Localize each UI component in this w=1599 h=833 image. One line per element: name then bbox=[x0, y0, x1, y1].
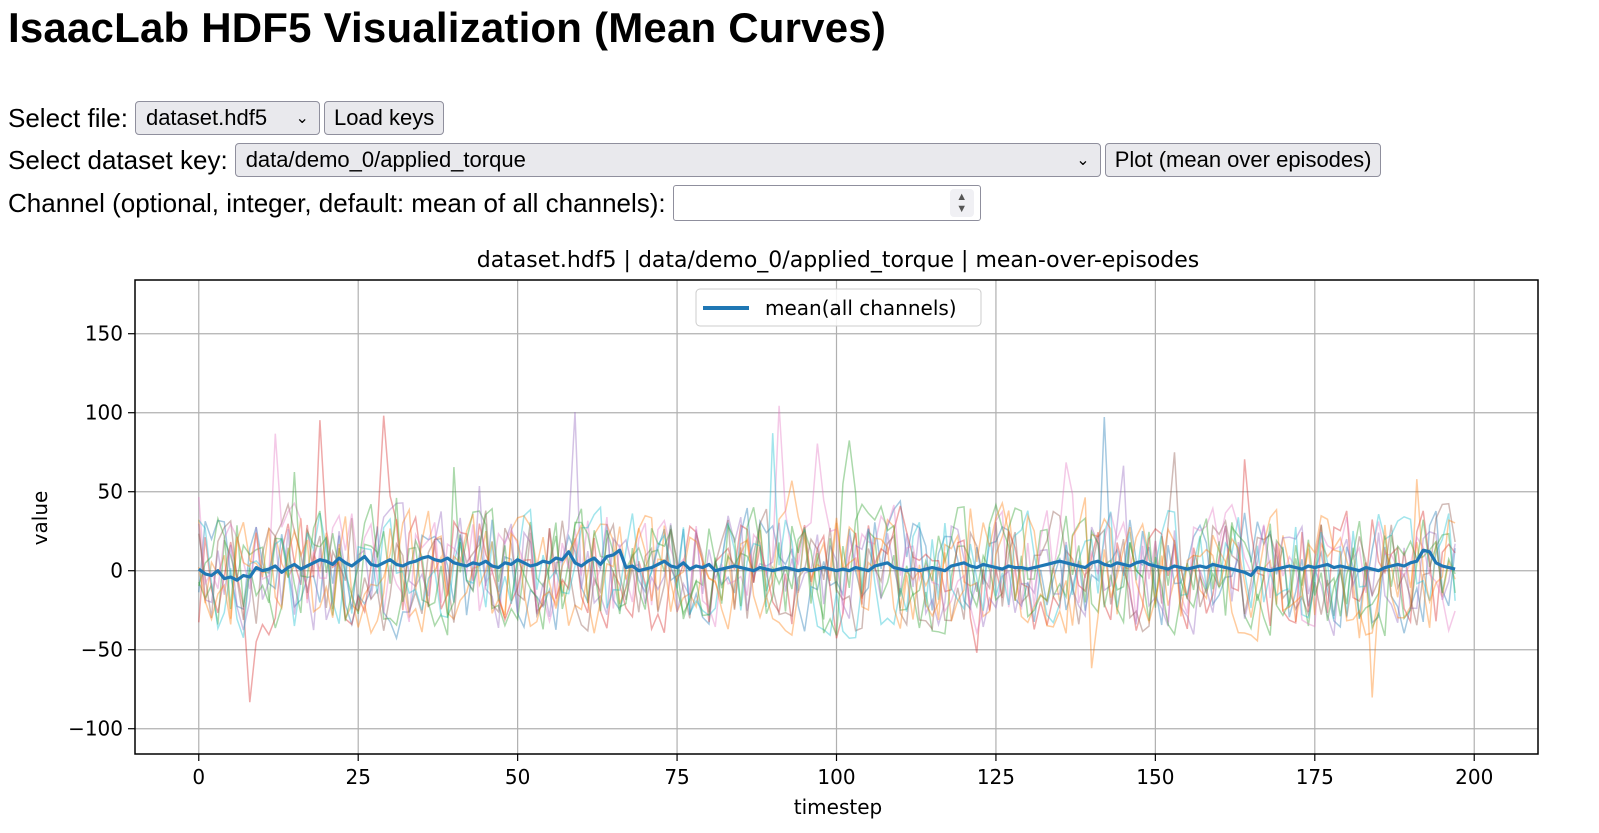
channel-label: Channel (optional, integer, default: mea… bbox=[8, 187, 666, 218]
spinner-arrows-icon[interactable]: ▲ ▼ bbox=[949, 189, 974, 217]
y-tick-label: 50 bbox=[98, 480, 123, 504]
file-row: Select file: dataset.hdf5 ⌄ Load keys bbox=[8, 101, 445, 135]
mean-line bbox=[197, 548, 1456, 582]
x-tick-label: 50 bbox=[505, 765, 530, 789]
x-tick-label: 125 bbox=[977, 765, 1015, 789]
y-tick-label: 150 bbox=[85, 322, 123, 346]
episode-curve bbox=[198, 415, 1456, 703]
file-label: Select file: bbox=[8, 102, 128, 133]
y-axis-label: value bbox=[28, 491, 52, 546]
episode-curve bbox=[198, 412, 1456, 636]
axis-ticks: 0 25 50 75 100 125 150 175 200 −100 −50 0 50 100 150 bbox=[68, 322, 1493, 789]
y-tick-label: 0 bbox=[110, 559, 123, 583]
file-select-value: dataset.hdf5 bbox=[145, 105, 268, 130]
episode-curve bbox=[198, 433, 1456, 639]
legend-label: mean(all channels) bbox=[765, 296, 957, 320]
channel-row: Channel (optional, integer, default: mea… bbox=[8, 185, 981, 221]
x-tick-label: 0 bbox=[192, 765, 205, 789]
episode-curve bbox=[198, 405, 1456, 636]
x-tick-label: 100 bbox=[817, 765, 855, 789]
chevron-down-icon: ⌄ bbox=[295, 110, 309, 127]
legend-box bbox=[695, 288, 982, 327]
x-tick-label: 150 bbox=[1136, 765, 1174, 789]
episode-curve bbox=[198, 472, 1456, 637]
dataset-key-value: data/demo_0/applied_torque bbox=[245, 147, 526, 172]
mean-curve-chart: dataset.hdf5 | data/demo_0/applied_torqu… bbox=[28, 248, 1539, 819]
x-axis-label: timestep bbox=[794, 795, 882, 819]
episode-curve bbox=[198, 480, 1456, 698]
plot-button[interactable]: Plot (mean over episodes) bbox=[1104, 143, 1382, 177]
y-tick-label: −50 bbox=[81, 638, 123, 662]
episode-curve bbox=[198, 416, 1456, 641]
grid-lines bbox=[135, 280, 1538, 754]
key-label: Select dataset key: bbox=[8, 144, 228, 175]
y-tick-label: −100 bbox=[68, 717, 123, 741]
episode-curve bbox=[198, 440, 1456, 637]
chart-title: dataset.hdf5 | data/demo_0/applied_torqu… bbox=[477, 248, 1200, 273]
dataset-key-select[interactable]: data/demo_0/applied_torque ⌄ bbox=[234, 143, 1101, 177]
chevron-down-icon: ⌄ bbox=[1076, 152, 1090, 169]
file-select[interactable]: dataset.hdf5 ⌄ bbox=[134, 101, 320, 135]
key-row: Select dataset key: data/demo_0/applied_… bbox=[8, 143, 1382, 177]
episode-curve bbox=[198, 452, 1456, 633]
x-tick-label: 25 bbox=[345, 765, 370, 789]
x-tick-label: 75 bbox=[664, 765, 689, 789]
x-tick-label: 200 bbox=[1455, 765, 1493, 789]
background-series bbox=[198, 405, 1456, 703]
channel-input[interactable]: ▲ ▼ bbox=[672, 185, 981, 221]
y-tick-label: 100 bbox=[85, 401, 123, 425]
load-keys-button[interactable]: Load keys bbox=[323, 101, 445, 135]
x-tick-label: 175 bbox=[1296, 765, 1334, 789]
mean-series bbox=[197, 548, 1456, 582]
page-title: IsaacLab HDF5 Visualization (Mean Curves… bbox=[8, 4, 887, 51]
legend: mean(all channels) bbox=[695, 288, 982, 327]
